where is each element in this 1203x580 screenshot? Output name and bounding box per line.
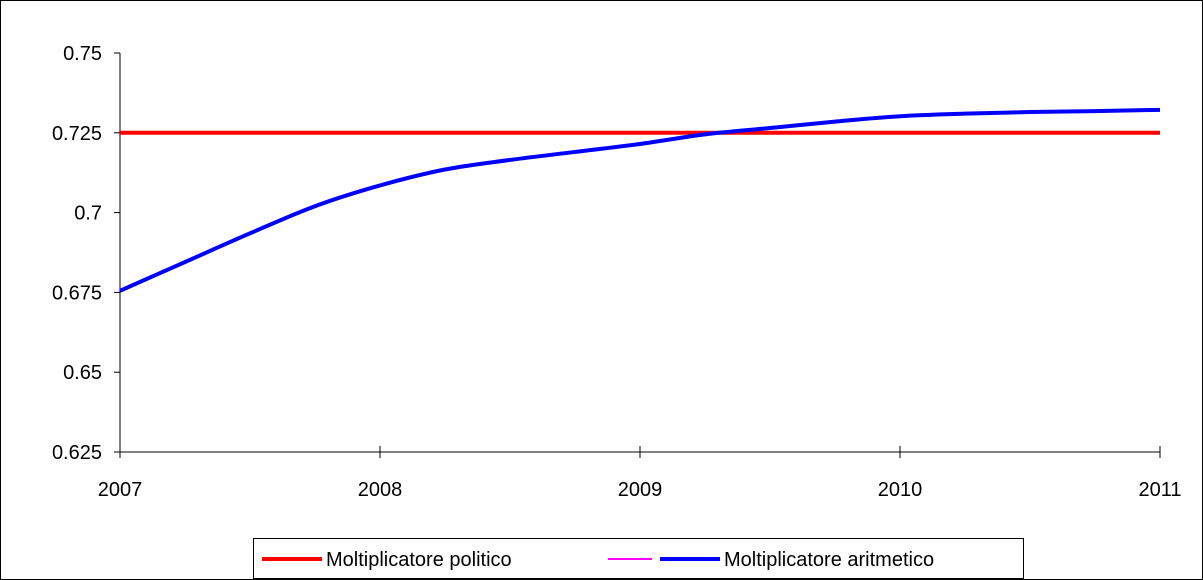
legend-label: Moltiplicatore politico	[326, 549, 512, 571]
y-tick-label: 0.65	[63, 362, 102, 384]
x-tick-label: 2008	[358, 479, 403, 501]
x-tick-label: 2009	[618, 479, 663, 501]
y-tick-label: 0.625	[52, 442, 102, 464]
y-tick-label: 0.7	[74, 203, 102, 225]
x-tick-label: 2010	[878, 479, 923, 501]
y-tick-label: 0.75	[63, 43, 102, 65]
y-tick-label: 0.675	[52, 282, 102, 304]
legend: Moltiplicatore politico Moltiplicatore ar…	[254, 539, 1024, 579]
x-tick-label: 2011	[1138, 479, 1181, 501]
x-tick-label: 2007	[98, 479, 143, 501]
legend-label: Moltiplicatore aritmetico	[724, 549, 934, 571]
y-tick-label: 0.725	[52, 123, 102, 145]
